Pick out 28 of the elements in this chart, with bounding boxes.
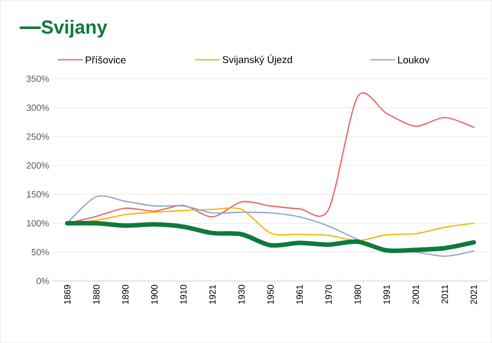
x-tick-label: 2021: [470, 285, 477, 304]
y-tick-label: 250%: [26, 133, 49, 140]
y-tick-label: 350%: [26, 76, 49, 82]
x-tick-label: 1980: [354, 285, 361, 304]
x-tick-label: 1869: [64, 285, 70, 304]
y-tick-label: 50%: [32, 249, 49, 256]
y-tick-label: 100%: [26, 220, 49, 227]
legend-label: Loukov: [398, 56, 430, 64]
x-tick-label: 1970: [325, 285, 332, 304]
x-tick-label: 1930: [238, 285, 245, 304]
x-tick-label: 1921: [209, 285, 216, 304]
y-tick-label: 300%: [26, 104, 49, 111]
legend-label: Svijany: [42, 20, 108, 38]
y-tick-label: 0%: [36, 278, 49, 284]
x-tick-label: 1950: [267, 285, 274, 304]
x-tick-label: 1880: [93, 285, 100, 304]
x-tick-label: 1961: [296, 285, 303, 304]
legend-label: Příšovice: [86, 56, 126, 64]
x-tick-label: 1910: [180, 285, 187, 304]
legend-label: Svijanský Újezd: [222, 54, 292, 66]
x-tick-label: 1900: [151, 285, 158, 304]
y-tick-label: 200%: [26, 162, 49, 169]
line-series: [65, 220, 476, 254]
x-tick-label: 1890: [122, 285, 129, 304]
x-tick-label: 2001: [412, 285, 419, 304]
x-tick-label: 1991: [383, 285, 390, 304]
y-tick-label: 150%: [26, 191, 49, 198]
x-tick-label: 2011: [442, 285, 448, 304]
